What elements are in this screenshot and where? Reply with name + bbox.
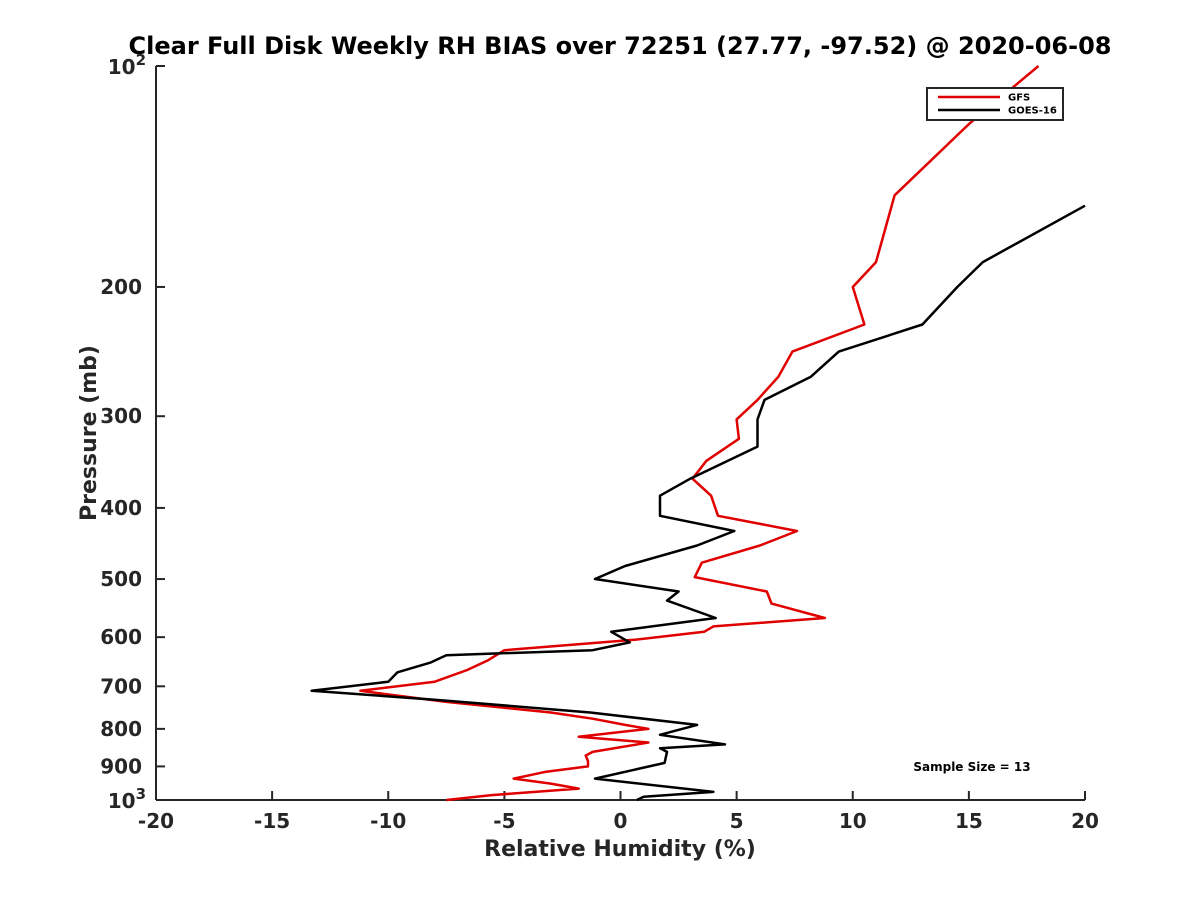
legend-box: [926, 87, 1064, 121]
plot-area: -20 -15 -10 -5 0 5 10 15 20 200 300 400 500 600 700 80…: [100, 51, 1099, 833]
y-tick-label: 300: [100, 404, 142, 428]
x-tick-label: 10: [839, 809, 867, 833]
x-axis-label: Relative Humidity (%): [484, 837, 756, 862]
y-tick-label: 500: [100, 567, 142, 591]
y-tick-label: 200: [100, 275, 142, 299]
y-tick-label: 400: [100, 496, 142, 520]
series-lines: [310, 65, 1086, 802]
x-tick-label: -5: [493, 809, 515, 833]
chart-title: Clear Full Disk Weekly RH BIAS over 7225…: [129, 32, 1112, 60]
sample-size-annotation: Sample Size = 13: [913, 760, 1030, 774]
x-tick-label: -15: [254, 809, 290, 833]
y-axis-label: Pressure (mb): [77, 345, 102, 521]
series-line-gfs: [359, 65, 1040, 802]
legend: GFS GOES-16: [926, 87, 1064, 121]
x-tick-label: -10: [370, 809, 406, 833]
x-tick-label: 20: [1071, 809, 1099, 833]
y-tick-label: 600: [100, 625, 142, 649]
y-tick-label-100: 102: [108, 51, 146, 79]
y-tick-label-1000: 103: [108, 785, 146, 813]
y-tick-label: 800: [100, 717, 142, 741]
legend-label-gfs: GFS: [1008, 93, 1030, 104]
y-tick-label: 700: [100, 674, 142, 698]
x-ticks: -20 -15 -10 -5 0 5 10 15 20: [138, 791, 1099, 833]
y-ticks: 200 300 400 500 600 700 800 900 102 103: [100, 51, 165, 813]
x-tick-label: 15: [955, 809, 983, 833]
x-tick-label: -20: [138, 809, 174, 833]
series-line-goes16: [310, 204, 1086, 802]
x-tick-label: 5: [730, 809, 744, 833]
legend-label-goes16: GOES-16: [1008, 106, 1057, 117]
x-tick-label: 0: [614, 809, 628, 833]
y-tick-label: 900: [100, 754, 142, 778]
